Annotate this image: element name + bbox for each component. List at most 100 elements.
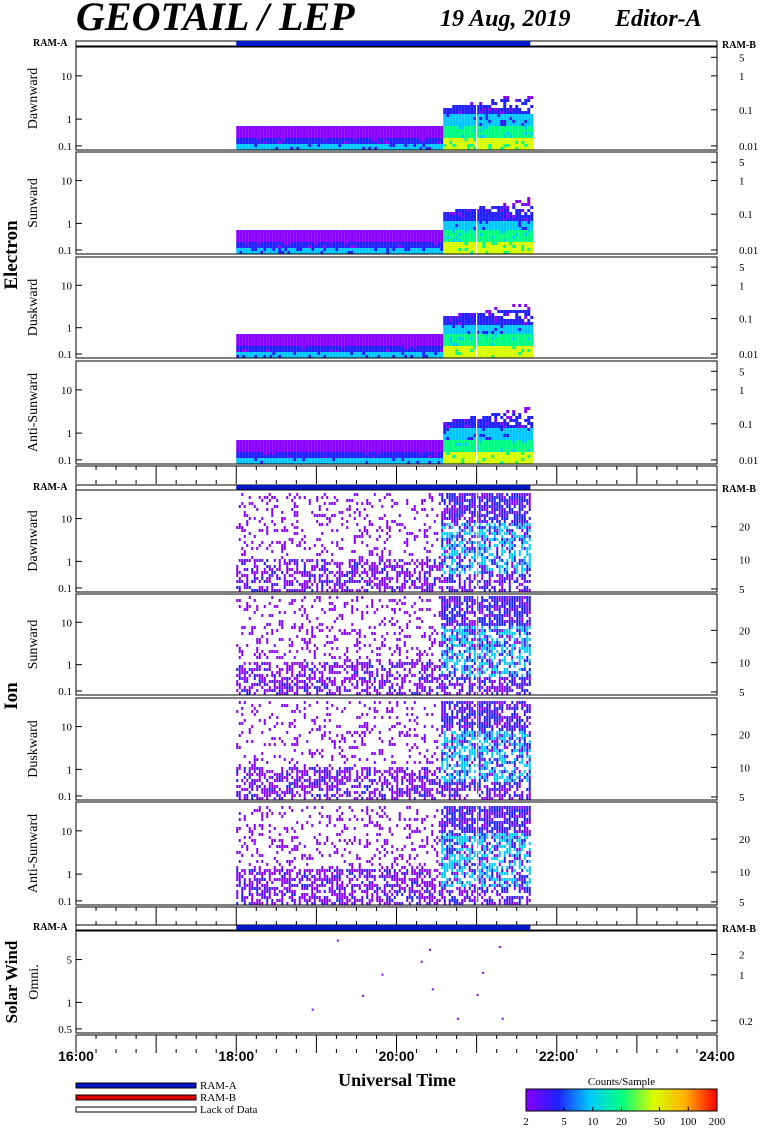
y-tick-label: 1 xyxy=(67,764,73,776)
panel-label: Dawnward xyxy=(26,68,41,129)
y-tick-label: 10 xyxy=(61,826,73,838)
panel-label: Sunward xyxy=(26,620,41,670)
group-name: Solar Wind xyxy=(2,940,21,1023)
y-tick-label: 1 xyxy=(67,428,73,440)
right-tick-label: 1 xyxy=(739,71,745,83)
panel-label: Sunward xyxy=(26,178,41,228)
x-tick-label: 22:00 xyxy=(539,1048,575,1064)
panel-0-0: 10 1 0.1 5 1 0.1 0.01 Dawnward xyxy=(26,46,758,153)
solar-wind-point xyxy=(476,993,479,996)
right-tick-label: 0.01 xyxy=(739,141,758,153)
y-tick-label: 0.1 xyxy=(58,141,72,153)
right-tick-label: 0.01 xyxy=(739,349,758,361)
panel-0-3: 10 1 0.1 5 1 0.1 0.01 Anti-Sunward xyxy=(26,360,758,467)
right-tick-label: 5 xyxy=(739,262,745,274)
right-tick-label: 1 xyxy=(739,385,745,397)
y-tick-label: 10 xyxy=(61,722,73,734)
y-tick-label: 1 xyxy=(67,218,73,230)
y-tick-label: 0.1 xyxy=(58,791,72,803)
solar-wind-point xyxy=(381,973,384,976)
panel-label: Duskward xyxy=(26,720,41,778)
right-tick-label: 0.1 xyxy=(739,419,753,431)
solar-wind-point xyxy=(336,939,339,942)
solar-wind-point xyxy=(431,988,434,991)
solar-wind-point xyxy=(482,971,485,974)
panel-2-0: 5 1 0.5 2 1 0.2 Omni. xyxy=(27,930,753,1036)
right-tick-label: 20 xyxy=(739,834,751,846)
right-tick-label: 20 xyxy=(739,522,751,534)
panel-frame xyxy=(75,697,718,801)
x-tick-label: 24:00 xyxy=(699,1048,735,1064)
y-tick-label: 1 xyxy=(67,556,73,568)
y-tick-label: 0.1 xyxy=(58,583,72,595)
colorbar-tick-label: 2 xyxy=(523,1116,529,1128)
ram-b-label: RAM-B xyxy=(722,484,756,495)
ram-a-coverage xyxy=(236,485,531,490)
y-tick-label: 0.1 xyxy=(58,896,72,908)
y-tick-label: 10 xyxy=(61,176,73,188)
y-tick-label: 0.1 xyxy=(58,245,72,257)
right-tick-label: 0.1 xyxy=(739,105,753,117)
right-tick-label: 10 xyxy=(739,867,751,879)
y-tick-label: 10 xyxy=(61,280,73,292)
x-axis-title: Universal Time xyxy=(338,1070,456,1090)
legend-swatch xyxy=(75,1106,197,1113)
solar-wind-point xyxy=(501,1017,504,1020)
colorbar-tick-label: 200 xyxy=(709,1116,726,1128)
plot-title: GEOTAIL / LEP xyxy=(76,0,355,39)
panel-label: Anti-Sunward xyxy=(26,373,41,452)
right-tick-label: 10 xyxy=(739,762,751,774)
legend-label: RAM-A xyxy=(200,1080,237,1092)
panel-1-1: 10 1 0.1 20 10 5 Sunward xyxy=(26,593,751,699)
colorbar-title: Counts/Sample xyxy=(588,1076,655,1088)
plot-editor: Editor-A xyxy=(614,6,702,32)
right-tick-label: 10 xyxy=(739,658,751,670)
panel-frame xyxy=(75,489,718,593)
legend-label: Lack of Data xyxy=(200,1104,258,1116)
right-tick-label: 20 xyxy=(739,625,751,637)
right-tick-label: 1 xyxy=(739,280,745,292)
right-tick-label: 1 xyxy=(739,176,745,188)
y-tick-label: 1 xyxy=(67,323,73,335)
y-tick-label: 10 xyxy=(61,385,73,397)
group-name: Ion xyxy=(1,682,22,710)
right-tick-label: 0.1 xyxy=(739,209,753,221)
solar-wind-point xyxy=(420,960,423,963)
panel-frame xyxy=(75,46,718,151)
y-tick-label: 1 xyxy=(67,869,73,881)
y-tick-label: 10 xyxy=(61,71,73,83)
right-tick-label: 20 xyxy=(739,730,751,742)
x-tick-label: 18:00 xyxy=(218,1048,254,1064)
right-tick-label: 1 xyxy=(739,970,745,982)
right-tick-label: 5 xyxy=(739,687,745,699)
panel-0-1: 10 1 0.1 5 1 0.1 0.01 Sunward xyxy=(26,151,758,257)
right-tick-label: 0.01 xyxy=(739,455,758,467)
ram-a-label: RAM-A xyxy=(33,482,68,493)
panel-frame xyxy=(75,593,718,696)
y-tick-label: 0.5 xyxy=(58,1024,72,1036)
group-name: Electron xyxy=(1,220,22,290)
colorbar-tick-label: 10 xyxy=(587,1116,599,1128)
legend-swatch xyxy=(75,1094,197,1101)
ram-a-label: RAM-A xyxy=(33,922,68,933)
panel-frame xyxy=(75,930,718,1034)
solar-wind-point xyxy=(311,1008,314,1011)
right-tick-label: 0.01 xyxy=(739,245,758,257)
y-tick-label: 1 xyxy=(67,660,73,672)
y-tick-label: 5 xyxy=(67,955,73,967)
right-tick-label: 5 xyxy=(739,366,745,378)
colorbar-tick-label: 5 xyxy=(561,1116,567,1128)
x-tick-label: 20:00 xyxy=(379,1048,415,1064)
ram-a-label: RAM-A xyxy=(33,38,68,49)
solar-wind-point xyxy=(429,948,432,951)
panel-label: Duskward xyxy=(26,279,41,337)
panel-1-0: 10 1 0.1 20 10 5 Dawnward xyxy=(26,489,751,596)
right-tick-label: 5 xyxy=(739,157,745,169)
right-tick-label: 5 xyxy=(739,52,745,64)
panel-label: Dawnward xyxy=(26,510,41,571)
plot-date: 19 Aug, 2019 xyxy=(440,6,570,32)
x-tick-label: 16:00 xyxy=(58,1048,94,1064)
right-tick-label: 5 xyxy=(739,584,745,596)
right-tick-label: 5 xyxy=(739,792,745,804)
legend-swatch xyxy=(75,1082,197,1089)
